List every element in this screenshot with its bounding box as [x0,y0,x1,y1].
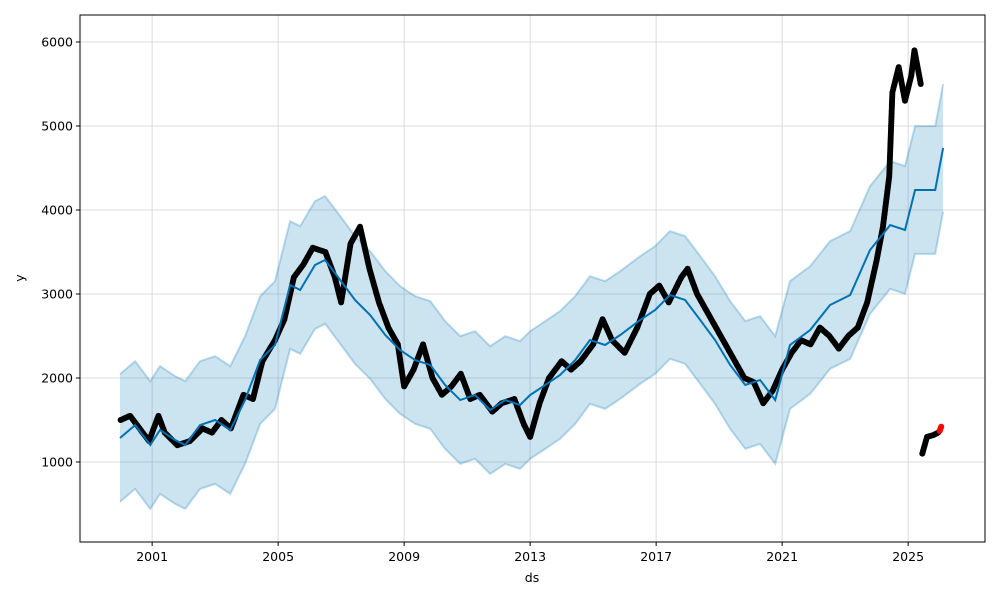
uncertainty-band [120,84,944,509]
highlighted-point [938,423,945,430]
lower-bound-line [119,211,945,511]
observed-points-group [117,47,945,457]
y-tick-label: 4000 [41,202,73,217]
forecast-line-group [119,147,945,447]
y-tick-label: 2000 [41,371,73,386]
y-axis: 1000 2000 3000 4000 5000 6000 [41,34,80,470]
x-tick-label: 2013 [514,549,546,564]
x-tick-label: 2005 [262,549,294,564]
y-tick-label: 3000 [41,287,73,302]
x-axis-label: ds [525,570,539,585]
y-axis-label: y [12,274,27,282]
grid-lines [80,15,985,542]
observed-point [917,80,924,87]
uncertainty-band-group [119,83,945,511]
plot-frame [79,14,986,543]
upper-bound-line [119,83,945,383]
y-tick-label: 5000 [41,118,73,133]
x-tick-label: 2009 [388,549,420,564]
x-tick-label: 2001 [136,549,168,564]
y-tick-label: 1000 [41,455,73,470]
x-tick-label: 2025 [892,549,924,564]
forecast-line [119,147,945,447]
x-tick-label: 2021 [766,549,798,564]
y-tick-label: 6000 [41,34,73,49]
x-tick-label: 2017 [640,549,672,564]
x-axis: 2001 2005 2009 2013 2017 2021 2025 [136,542,924,564]
